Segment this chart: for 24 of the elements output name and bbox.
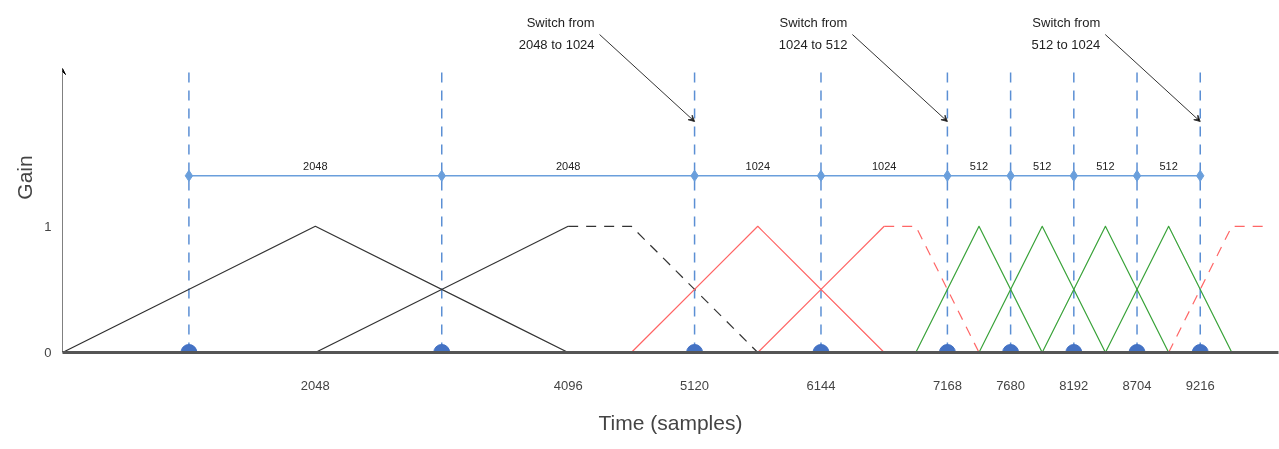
annotation: Switch from 1024 to 512: [778, 15, 848, 53]
annotation: 1024: [745, 159, 771, 172]
x-tick-label: 6144: [806, 377, 836, 393]
annotation: 2048: [303, 159, 328, 172]
y-tick-label: 1: [44, 218, 52, 234]
x-tick-label: 7168: [932, 377, 962, 393]
annotation: 512: [1159, 159, 1178, 172]
annotation: 2048: [555, 159, 581, 172]
annotation: Switch from 512 to 1024: [1031, 15, 1101, 53]
x-tick-label: 9216: [1185, 377, 1215, 393]
x-tick-label: 4096: [553, 377, 583, 393]
annotation: Switch from 2048 to 1024: [518, 15, 595, 53]
x-tick-label: 8192: [1059, 377, 1089, 393]
x-tick-label: 2048: [300, 377, 330, 393]
annotation: 512: [1096, 159, 1115, 172]
annotation: 512: [1033, 159, 1052, 172]
y-tick-label: 0: [44, 345, 52, 360]
x-tick-label: 5120: [680, 377, 710, 393]
x-tick-label: 7680: [996, 377, 1026, 393]
x-axis-title: Time (samples): [598, 410, 743, 434]
annotation: 512: [969, 159, 989, 172]
annotation: 1024: [871, 159, 897, 172]
x-tick-label: 8704: [1122, 377, 1152, 393]
y-axis-title: Gain: [13, 155, 37, 200]
